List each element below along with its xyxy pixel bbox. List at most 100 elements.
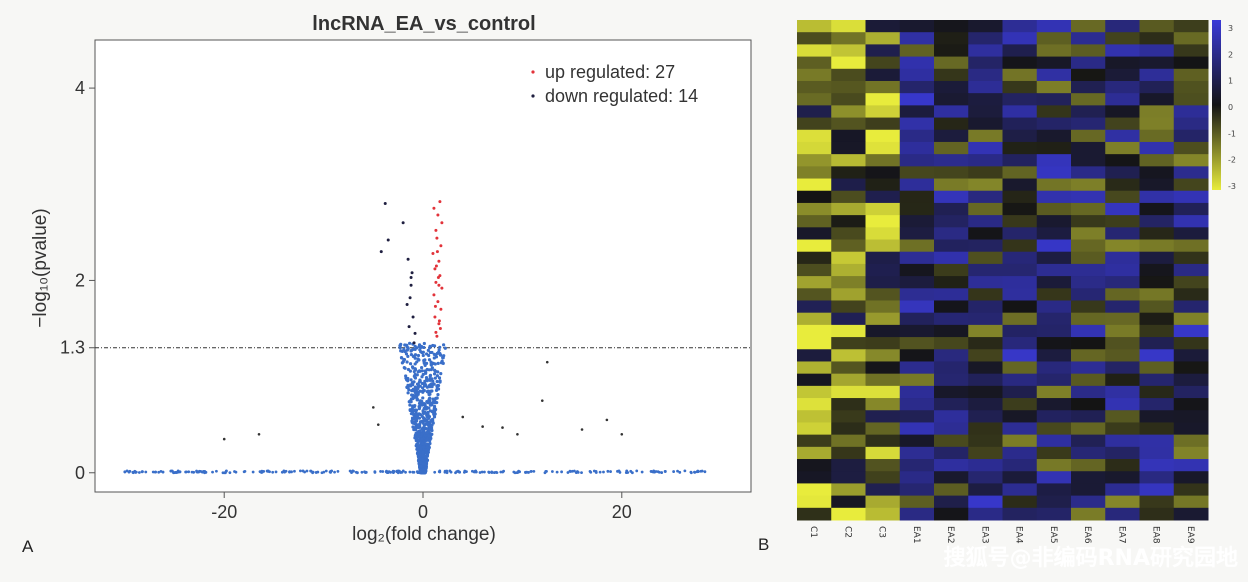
- heatmap-cell: [899, 300, 935, 314]
- data-point-nonsignificant: [422, 402, 426, 407]
- heatmap-cell: [968, 141, 1003, 155]
- heatmap-cell: [1071, 446, 1106, 460]
- heatmap-cell: [865, 56, 901, 70]
- heatmap-cell: [1036, 166, 1072, 180]
- heatmap-cell: [1139, 263, 1175, 277]
- heatmap-column-label: C3: [877, 526, 887, 538]
- data-point-nonsignificant: [406, 383, 410, 387]
- heatmap-cell: [797, 202, 832, 216]
- heatmap-cell: [899, 80, 935, 94]
- heatmap-cell: [797, 300, 832, 314]
- data-point-nonsignificant: [470, 469, 474, 473]
- data-point-nonsignificant: [594, 470, 598, 473]
- heatmap-column-label: EA3: [979, 526, 989, 544]
- heatmap-cell: [1036, 410, 1072, 423]
- heatmap-cell: [797, 471, 832, 484]
- data-point-nonsignificant: [406, 386, 410, 390]
- heatmap-cell: [934, 44, 969, 58]
- data-point-nonsignificant: [532, 469, 536, 473]
- data-point-nonsignificant: [439, 353, 443, 357]
- data-point-up: [434, 330, 438, 334]
- colorbar-tick-label: 0: [1228, 103, 1233, 112]
- data-point-nonsignificant: [421, 453, 425, 458]
- legend-marker: [531, 94, 535, 98]
- heatmap-cell: [831, 215, 866, 228]
- heatmap-cell: [1036, 154, 1072, 167]
- data-point-nonsignificant: [417, 444, 422, 448]
- heatmap-cell: [831, 324, 866, 338]
- heatmap-cell: [831, 483, 866, 497]
- data-point-nonsignificant: [606, 469, 610, 473]
- data-point-nonsignificant: [436, 383, 441, 388]
- heatmap-cell: [1173, 190, 1209, 204]
- data-point-nonsignificant: [438, 345, 442, 349]
- heatmap-cell: [899, 20, 935, 33]
- data-point-nonsignificant: [428, 441, 432, 446]
- heatmap-cell: [831, 178, 866, 192]
- data-point-nonsignificant: [427, 368, 431, 372]
- heatmap-cell: [831, 190, 866, 204]
- data-point-nonsignificant: [433, 376, 437, 380]
- heatmap-cell: [934, 507, 969, 521]
- legend-marker: [531, 70, 535, 74]
- data-point-nonsignificant: [431, 343, 435, 348]
- data-point-nonsignificant: [425, 379, 429, 383]
- data-point-up: [435, 236, 439, 240]
- heatmap-cell: [1036, 117, 1072, 131]
- data-point-nonsignificant: [416, 426, 420, 430]
- data-point-nonsignificant: [420, 375, 424, 379]
- data-point-nonsignificant: [425, 438, 430, 442]
- data-point-down: [409, 283, 413, 287]
- heatmap-cell: [1105, 385, 1140, 399]
- heatmap-cell: [865, 312, 901, 326]
- heatmap-cell: [1002, 20, 1038, 33]
- data-point-nonsignificant: [428, 420, 432, 424]
- data-point-nonsignificant: [190, 470, 194, 474]
- heatmap-cell: [899, 422, 935, 436]
- data-point-nonsignificant: [408, 399, 412, 403]
- data-point-up: [434, 264, 438, 268]
- data-point-down: [406, 257, 410, 261]
- colorbar-tick-label: -2: [1228, 156, 1236, 165]
- heatmap-cell: [1173, 276, 1209, 289]
- heatmap-cell: [1071, 190, 1106, 204]
- data-point-nonsignificant: [406, 354, 410, 358]
- data-point-nonsignificant: [420, 414, 424, 419]
- data-point-nonsignificant: [424, 407, 428, 411]
- heatmap-cell: [831, 300, 866, 314]
- data-point-nonsignificant: [172, 471, 175, 474]
- data-point-nonsignificant: [134, 471, 138, 474]
- heatmap-cell: [1139, 471, 1175, 484]
- data-point-nonsignificant: [428, 374, 432, 378]
- heatmap-cell: [831, 93, 866, 106]
- data-point-nonsignificant: [405, 360, 409, 364]
- heatmap-cell: [968, 385, 1003, 399]
- data-point-nonsignificant: [274, 470, 278, 474]
- heatmap-cell: [831, 141, 866, 155]
- data-point-nonsignificant: [426, 348, 430, 352]
- data-point-nonsignificant: [555, 470, 559, 474]
- data-point-nonsignificant: [215, 469, 218, 473]
- data-point-nonsignificant: [418, 429, 422, 433]
- heatmap-cell: [1002, 422, 1038, 436]
- heatmap-cell: [1036, 422, 1072, 436]
- heatmap-cell: [831, 154, 866, 167]
- data-point-nonsignificant: [200, 470, 204, 474]
- heatmap-cell: [934, 434, 969, 448]
- data-point-nonsignificant: [438, 379, 442, 383]
- colorbar-tick-label: -3: [1228, 182, 1236, 191]
- heatmap-cell: [865, 276, 901, 289]
- heatmap-cell: [797, 117, 832, 131]
- heatmap-cell: [1002, 349, 1038, 362]
- colorbar-tick-label: 1: [1228, 77, 1233, 86]
- panel-label-a: A: [22, 537, 34, 556]
- data-point-nonsignificant: [137, 471, 141, 474]
- colorbar-tick-label: -1: [1228, 129, 1236, 138]
- data-point-nonsignificant: [421, 411, 426, 416]
- data-point-nonsignificant: [422, 431, 426, 435]
- data-point-down: [413, 331, 417, 335]
- heatmap-cell: [1002, 80, 1038, 94]
- heatmap-cell: [934, 385, 969, 399]
- heatmap-cell: [1002, 312, 1038, 326]
